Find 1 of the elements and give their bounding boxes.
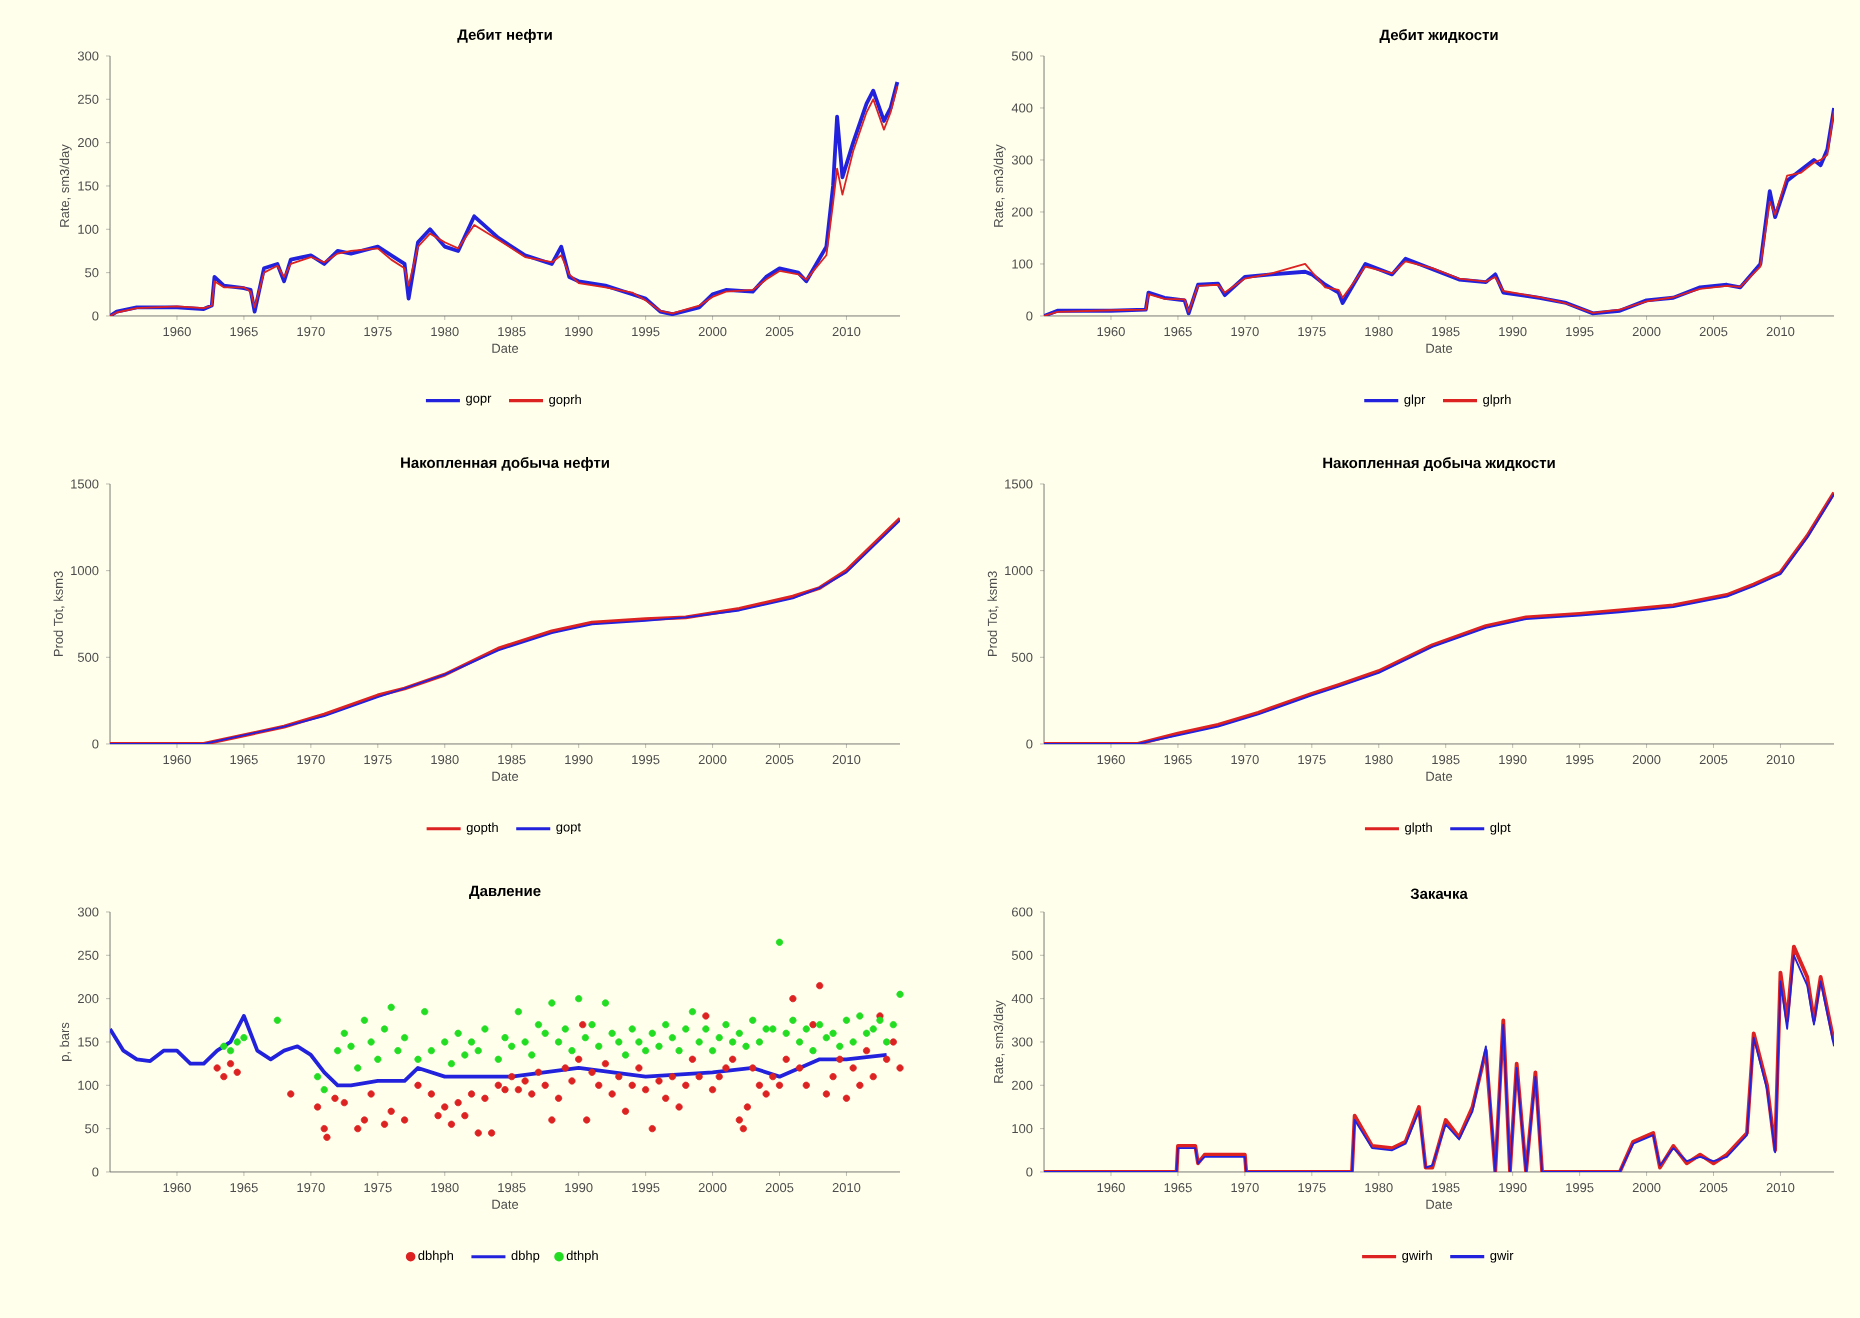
line-series — [110, 1014, 889, 1088]
